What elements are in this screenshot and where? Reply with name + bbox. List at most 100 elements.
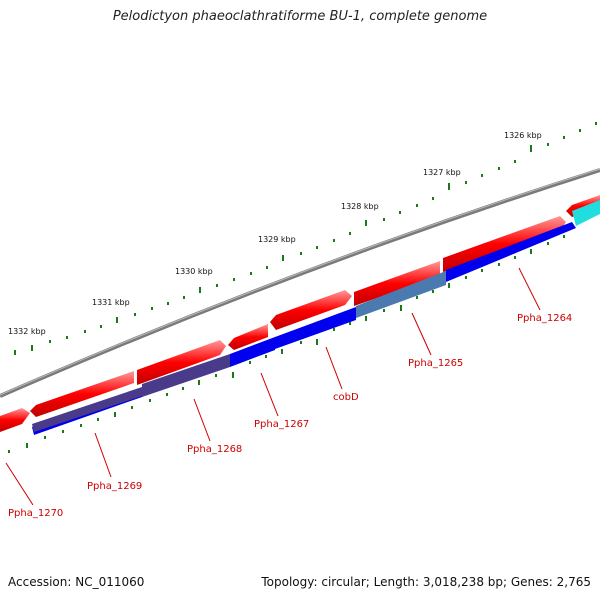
minor-tick: [514, 160, 516, 163]
minor-tick: [84, 330, 86, 333]
major-tick: [530, 145, 532, 152]
minor-tick: [383, 218, 385, 221]
major-tick: [448, 283, 450, 288]
major-tick: [198, 380, 200, 385]
label-leaders: [5, 267, 541, 506]
kbp-label: 1330 kbp: [175, 267, 213, 276]
leader-line: [411, 312, 432, 356]
cds-segment[interactable]: [572, 200, 600, 226]
minor-tick: [547, 242, 549, 245]
minor-tick: [498, 167, 500, 170]
gene-arrow[interactable]: [270, 290, 352, 330]
major-tick: [116, 317, 118, 323]
minor-tick: [215, 374, 217, 377]
leader-line: [325, 346, 343, 390]
gene-arrow[interactable]: [30, 371, 134, 417]
kbp-label: 1329 kbp: [258, 235, 296, 244]
minor-tick: [465, 181, 467, 184]
minor-tick: [498, 263, 500, 266]
major-tick: [26, 443, 28, 448]
minor-tick: [44, 436, 46, 439]
minor-tick: [416, 204, 418, 207]
minor-tick: [547, 143, 549, 146]
genome-backbone: [0, 168, 600, 398]
cds-segment[interactable]: [32, 387, 142, 432]
gene-arrow[interactable]: [228, 324, 268, 350]
minor-tick: [250, 272, 252, 275]
major-tick: [31, 345, 33, 351]
kbp-label: 1332 kbp: [8, 327, 46, 336]
minor-tick: [151, 307, 153, 310]
minor-tick: [62, 430, 64, 433]
map-title: Pelodictyon phaeoclathratiforme BU-1, co…: [112, 9, 488, 24]
cds-segment[interactable]: [446, 222, 576, 282]
minor-tick: [100, 325, 102, 328]
major-tick: [316, 339, 318, 345]
minor-tick: [266, 266, 268, 269]
major-tick: [199, 287, 201, 293]
gene-label-ppha-1267[interactable]: Ppha_1267: [254, 419, 309, 430]
minor-tick: [349, 322, 351, 325]
minor-tick: [300, 341, 302, 344]
minor-tick: [349, 232, 351, 235]
major-tick: [232, 372, 234, 378]
minor-tick: [481, 174, 483, 177]
gene-label-ppha-1270[interactable]: Ppha_1270: [8, 508, 63, 519]
gene-arrow[interactable]: [354, 261, 440, 306]
minor-tick: [216, 284, 218, 287]
major-tick: [281, 349, 283, 354]
cds-segment[interactable]: [230, 337, 275, 367]
minor-tick: [97, 418, 99, 421]
gene-arrow[interactable]: [137, 340, 226, 385]
minor-tick: [183, 296, 185, 299]
minor-tick: [80, 424, 82, 427]
minor-tick: [249, 361, 251, 364]
gene-arrow[interactable]: [443, 216, 566, 272]
cds-segment[interactable]: [142, 354, 230, 397]
minor-tick: [595, 122, 597, 125]
leader-line: [193, 398, 211, 442]
major-tick: [282, 255, 284, 261]
major-tick: [14, 350, 16, 355]
minor-tick: [8, 450, 10, 453]
outer-tick-scale: [14, 122, 597, 355]
minor-tick: [167, 302, 169, 305]
minor-tick: [131, 406, 133, 409]
genome-summary: Topology: circular; Length: 3,018,238 bp…: [261, 575, 591, 589]
major-tick: [530, 249, 532, 254]
gene-label-ppha-1265[interactable]: Ppha_1265: [408, 358, 463, 369]
minor-tick: [49, 340, 51, 343]
kbp-label: 1326 kbp: [504, 131, 542, 140]
gene-label-ppha-1269[interactable]: Ppha_1269: [87, 481, 142, 492]
forward-gene-track: [0, 195, 600, 432]
major-tick: [114, 412, 116, 417]
minor-tick: [383, 309, 385, 312]
minor-tick: [465, 276, 467, 279]
minor-tick: [149, 399, 151, 402]
cds-track: [32, 200, 600, 435]
kbp-label: 1331 kbp: [92, 298, 130, 307]
gene-label-ppha-1264[interactable]: Ppha_1264: [517, 313, 572, 324]
kbp-label: 1328 kbp: [341, 202, 379, 211]
major-tick: [400, 305, 402, 311]
minor-tick: [514, 256, 516, 259]
minor-tick: [563, 235, 565, 238]
gene-label-cobd[interactable]: cobD: [333, 392, 359, 403]
minor-tick: [300, 252, 302, 255]
cds-segment[interactable]: [356, 271, 446, 318]
minor-tick: [432, 290, 434, 293]
minor-tick: [265, 355, 267, 358]
minor-tick: [182, 387, 184, 390]
minor-tick: [432, 197, 434, 200]
kbp-label: 1327 kbp: [423, 168, 461, 177]
major-tick: [365, 316, 367, 321]
leader-line: [94, 432, 112, 478]
minor-tick: [134, 313, 136, 316]
gene-label-ppha-1268[interactable]: Ppha_1268: [187, 444, 242, 455]
kbp-labels: 1326 kbp 1327 kbp 1328 kbp 1329 kbp 1330…: [8, 131, 542, 336]
cds-segment[interactable]: [275, 307, 356, 349]
minor-tick: [333, 239, 335, 242]
minor-tick: [233, 278, 235, 281]
gene-arrow[interactable]: [0, 408, 30, 432]
minor-tick: [481, 269, 483, 272]
